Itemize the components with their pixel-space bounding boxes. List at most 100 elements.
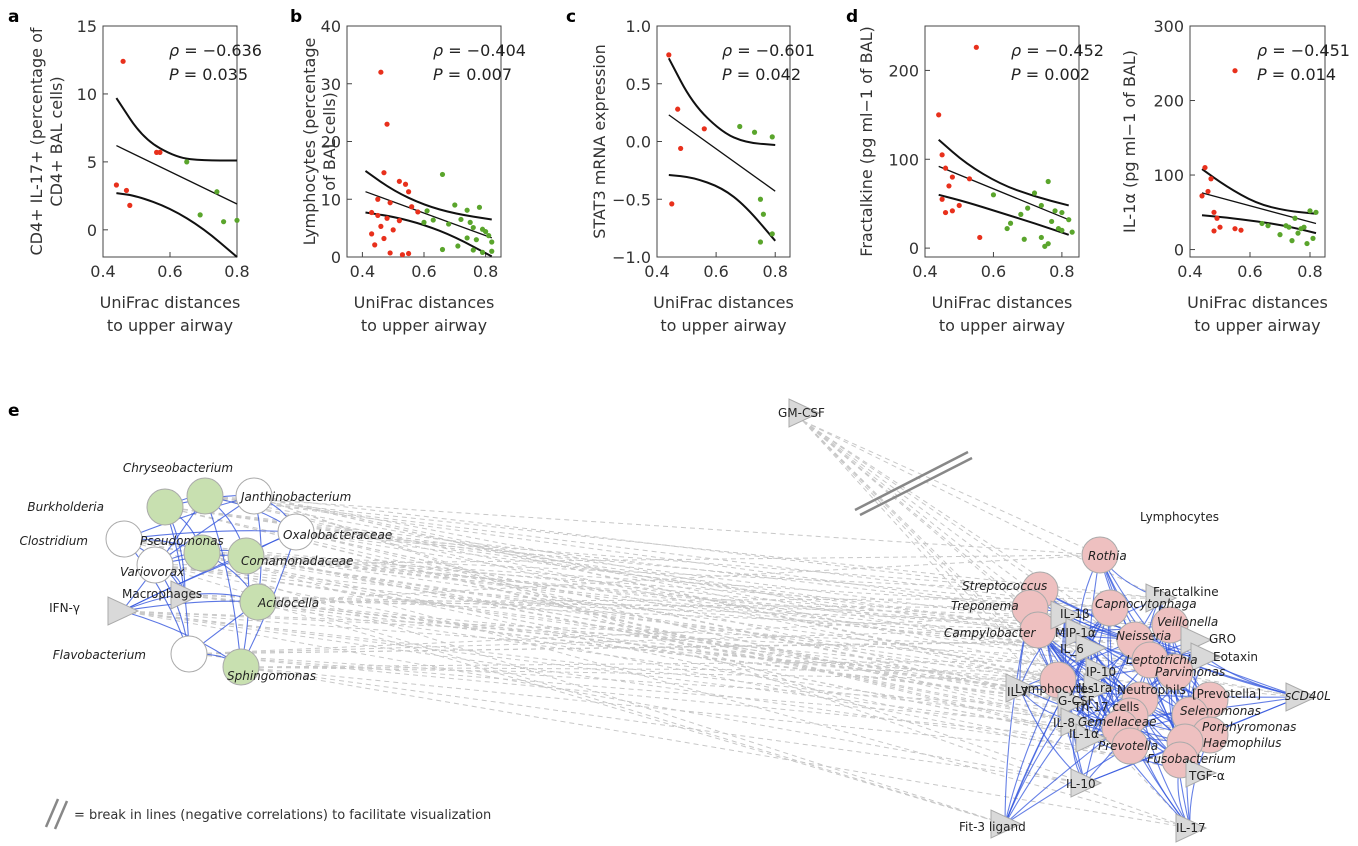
stat-symbol: ρ xyxy=(722,41,732,60)
negative-edge xyxy=(204,495,1101,556)
green-point xyxy=(1292,215,1298,221)
red-point xyxy=(375,212,381,219)
legend-break-marker xyxy=(53,800,69,830)
negative-edge xyxy=(201,552,1099,689)
stat-number: = 0.014 xyxy=(1267,65,1336,84)
left-node-label: Chryseobacterium xyxy=(123,461,233,475)
right-node-label: Prevotella xyxy=(1098,739,1158,753)
stat-number: = 0.002 xyxy=(1021,65,1090,84)
left-node-label: IFN-γ xyxy=(49,601,80,615)
green-point xyxy=(1052,208,1058,214)
red-point xyxy=(939,152,945,158)
red-point xyxy=(120,58,126,64)
y-tick-label: −1.0 xyxy=(612,248,651,267)
scatter-panel-c: c 0.4 0.6 0.8 −1.0 −0.5 0.0 0.5 1.0 UniFrac dista… xyxy=(566,7,815,335)
negative-edge xyxy=(201,552,1073,703)
negative-edge xyxy=(188,653,1091,739)
right-node-label: TGF-α xyxy=(1188,769,1225,783)
red-point xyxy=(402,181,409,187)
y-tick-label: 40 xyxy=(321,17,341,36)
left-node-label: Janthinobacterium xyxy=(239,490,351,504)
y-axis-label: Lymphocytes (percentage of BAL cells) xyxy=(300,38,339,246)
green-point xyxy=(464,235,470,241)
negative-edge xyxy=(123,538,1201,774)
left-node-label: Sphingomonas xyxy=(227,669,316,683)
green-point xyxy=(1277,232,1283,238)
negative-edge xyxy=(802,420,1211,701)
green-point xyxy=(439,171,446,178)
red-point xyxy=(384,121,390,127)
network-panel: e Chryseobacterium Burkholderia Janthinobac… xyxy=(8,398,1331,843)
y-axis-label-line: IL-1α (pg ml−1 of BAL) xyxy=(1120,50,1139,233)
left-node xyxy=(235,477,273,515)
negative-edge xyxy=(245,555,1091,649)
panel-letter: e xyxy=(8,401,20,421)
green-point xyxy=(1025,205,1031,211)
red-point xyxy=(973,44,979,50)
negative-edge xyxy=(802,420,1136,641)
right-node-label: Fractalkine xyxy=(1153,585,1219,599)
red-point xyxy=(387,250,393,256)
right-node-label: [Prevotella] xyxy=(1192,687,1261,701)
y-tick-label: 200 xyxy=(888,61,919,80)
negative-edge xyxy=(253,495,1059,681)
negative-edge xyxy=(802,420,1101,556)
green-point xyxy=(751,129,758,135)
right-node-label: IL-8 xyxy=(1053,716,1075,730)
y-tick-label: 0 xyxy=(909,239,919,258)
x-tick-label: 0.4 xyxy=(912,262,937,281)
right-node-label: IL-1α xyxy=(1069,727,1099,741)
positive-edge xyxy=(1004,679,1059,825)
panel-letter: b xyxy=(290,7,302,27)
left-node-label: Clostridium xyxy=(19,534,88,548)
y-tick-label: 20 xyxy=(321,133,341,152)
red-point xyxy=(406,189,412,195)
negative-edge xyxy=(802,420,1059,681)
green-point xyxy=(234,217,240,223)
panel-letter: a xyxy=(8,7,19,27)
green-point xyxy=(1049,218,1055,225)
rho-value: ρ = −0.451 xyxy=(1257,41,1350,60)
negative-edge xyxy=(184,594,1039,631)
x-axis-label: to upper airway xyxy=(660,316,786,335)
ci-lower-curve xyxy=(116,192,238,258)
y-tick-label: 300 xyxy=(1153,17,1184,36)
plot-frame xyxy=(656,25,791,258)
x-tick-label: 0.8 xyxy=(224,262,249,281)
negative-edge xyxy=(295,531,1211,736)
negative-edge xyxy=(802,420,1066,616)
red-point xyxy=(415,209,421,215)
panel-letter: d xyxy=(846,7,858,27)
ci-upper-curve xyxy=(1201,168,1317,215)
positive-edge xyxy=(204,495,242,668)
green-point xyxy=(473,237,479,243)
negative-edge xyxy=(257,554,1101,603)
green-point xyxy=(760,211,767,217)
rho-value: ρ = −0.404 xyxy=(433,41,526,60)
red-point xyxy=(381,170,387,176)
p-value: P = 0.002 xyxy=(1011,65,1090,84)
green-point xyxy=(1055,225,1062,232)
x-tick-label: 0.6 xyxy=(1237,262,1262,281)
scatter-panel-f: 0.4 0.6 0.8 0 100 200 300 UniFrac distances to u… xyxy=(1120,17,1350,335)
red-point xyxy=(939,196,945,202)
green-point xyxy=(458,216,464,223)
left-cluster: Chryseobacterium Burkholderia Janthinobact… xyxy=(19,461,392,686)
x-axis-label: UniFrac distances xyxy=(1187,293,1328,312)
green-point xyxy=(464,207,470,213)
green-point xyxy=(184,159,190,165)
green-point xyxy=(1038,202,1044,209)
green-point xyxy=(476,204,483,210)
right-triangle xyxy=(1285,682,1318,712)
negative-edge xyxy=(802,420,1161,599)
y-tick-label: 0 xyxy=(331,248,341,267)
negative-edge xyxy=(121,610,1186,743)
x-tick-label: 0.4 xyxy=(644,262,669,281)
x-tick-label: 0.4 xyxy=(90,262,115,281)
green-point xyxy=(1018,211,1024,217)
right-node-label: IL-17 xyxy=(1176,821,1206,835)
positive-edge xyxy=(1084,639,1136,784)
stat-number: = −0.601 xyxy=(732,41,815,60)
green-point xyxy=(214,189,220,195)
